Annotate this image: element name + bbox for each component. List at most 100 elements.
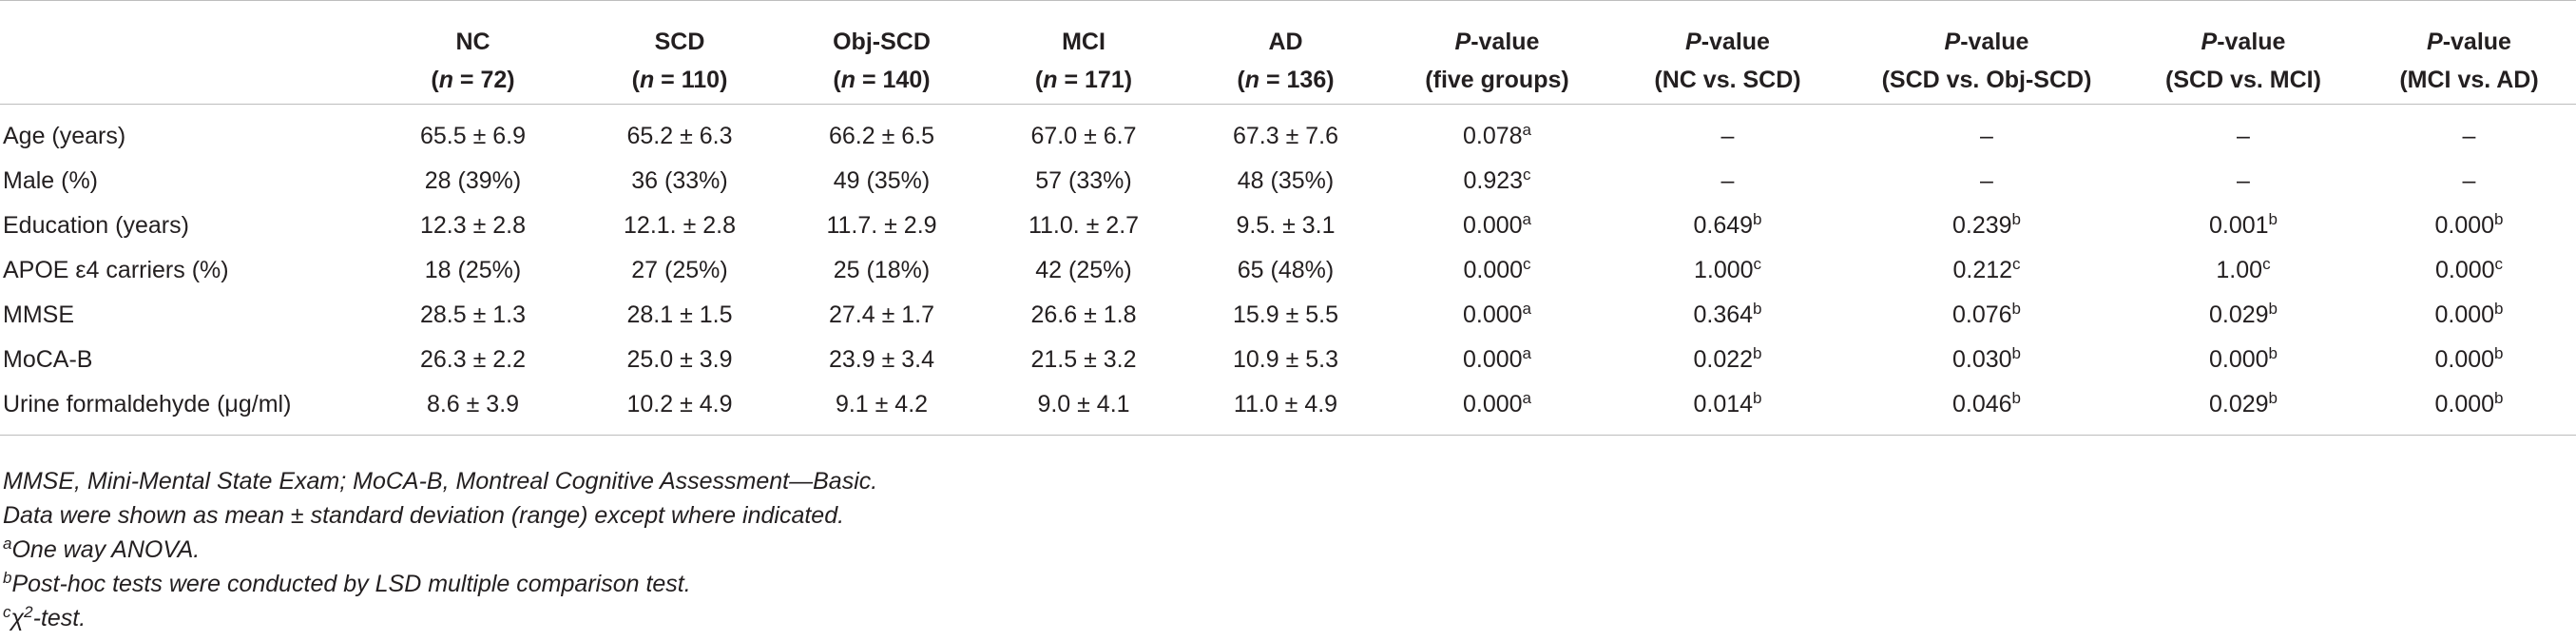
cell-ad: 67.3 ± 7.6 xyxy=(1232,123,1339,149)
cell-objscd: 9.1 ± 4.2 xyxy=(779,382,984,436)
row-label: Education (years) xyxy=(3,212,189,239)
cell-p4: – xyxy=(2462,167,2476,194)
footnote-abbreviations: MMSE, Mini-Mental State Exam; MoCA-B, Mo… xyxy=(3,468,878,495)
cell-p1: – xyxy=(1721,167,1735,194)
cell-nc: 12.3 ± 2.8 xyxy=(419,212,527,239)
row-label: Age (years) xyxy=(3,123,126,149)
cell-ad: 48 (35%) xyxy=(1237,167,1335,194)
cell-objscd: 23.9 ± 3.4 xyxy=(828,346,935,373)
cell-p2: 0.076b xyxy=(1951,300,2022,328)
cell-p1: 1.000c xyxy=(1693,255,1762,283)
header-sub-nc-scd: (NC vs. SCD) xyxy=(1606,56,1849,105)
cell-mci: 21.5 ± 3.2 xyxy=(1030,346,1137,373)
cell-p4: 0.000b xyxy=(2434,344,2504,373)
header-sub-mci-ad: (MCI vs. AD) xyxy=(2362,56,2576,105)
cell-p5: 0.923c xyxy=(1463,165,1531,194)
cell-p3: 1.00c xyxy=(2216,255,2271,283)
cell-p4: 0.000c xyxy=(2434,255,2504,283)
header-n-mci: (n = 171) xyxy=(984,56,1183,105)
header-scd: SCD xyxy=(580,0,779,56)
header-sub-scd-mci: (SCD vs. MCI) xyxy=(2124,56,2362,105)
table-row: Male (%) 28 (39%) 36 (33%) 49 (35%) 57 (33%)… xyxy=(0,159,2576,204)
cell-p4: 0.000b xyxy=(2434,210,2504,239)
header-mci: MCI xyxy=(984,0,1183,56)
cell-objscd: 11.7. ± 2.9 xyxy=(826,212,937,239)
header-n-scd: (n = 110) xyxy=(580,56,779,105)
footnote-c: cχ2-test. xyxy=(3,603,87,631)
cell-p3: 0.029b xyxy=(2208,300,2278,328)
cell-scd: 25.0 ± 3.9 xyxy=(626,346,733,373)
cell-ad: 10.9 ± 5.3 xyxy=(1232,346,1339,373)
cell-p5: 0.000a xyxy=(1388,382,1606,436)
table-row: APOE ε4 carriers (%) 18 (25%) 27 (25%) 25 (… xyxy=(0,248,2576,293)
cell-p5: 0.000c xyxy=(1463,255,1531,283)
cell-nc: 65.5 ± 6.9 xyxy=(419,123,527,149)
cell-p3: 0.000b xyxy=(2208,344,2278,373)
table-footnotes: MMSE, Mini-Mental State Exam; MoCA-B, Mo… xyxy=(3,464,877,635)
cell-objscd: 49 (35%) xyxy=(833,167,931,194)
header-row-1: NC SCD Obj-SCD MCI AD P-value P-value P-… xyxy=(0,0,2576,56)
footnote-data-shown: Data were shown as mean ± standard devia… xyxy=(3,502,845,529)
cell-scd: 65.2 ± 6.3 xyxy=(626,123,733,149)
header-sub-scd-objscd: (SCD vs. Obj-SCD) xyxy=(1849,56,2124,105)
table-row: Urine formaldehyde (μg/ml) 8.6 ± 3.9 10.2 … xyxy=(0,382,2576,436)
cell-p4: 0.000b xyxy=(2434,300,2504,328)
header-p-mci-ad: P-value xyxy=(2362,0,2576,56)
cell-objscd: 66.2 ± 6.5 xyxy=(828,123,935,149)
cell-p1: – xyxy=(1721,123,1735,149)
header-p-scd-objscd: P-value xyxy=(1849,0,2124,56)
cell-p5: 0.000a xyxy=(1462,300,1532,328)
cell-p3: 0.001b xyxy=(2208,210,2278,239)
cell-p5: 0.000a xyxy=(1462,344,1532,373)
header-ad: AD xyxy=(1183,0,1388,56)
cell-nc: 28 (39%) xyxy=(424,167,522,194)
cell-p5: 0.000a xyxy=(1462,210,1532,239)
cell-scd: 27 (25%) xyxy=(631,257,728,283)
header-n-ad: (n = 136) xyxy=(1183,56,1388,105)
cell-p2: – xyxy=(1980,167,1993,194)
row-label: MMSE xyxy=(3,301,74,328)
header-p-scd-mci: P-value xyxy=(2124,0,2362,56)
cell-ad: 9.5. ± 3.1 xyxy=(1236,212,1336,239)
header-n-nc: (n = 72) xyxy=(366,56,580,105)
cell-p2: 0.030b xyxy=(1951,344,2022,373)
cell-mci: 11.0. ± 2.7 xyxy=(1028,212,1140,239)
cell-mci: 9.0 ± 4.1 xyxy=(984,382,1183,436)
table-row: Education (years) 12.3 ± 2.8 12.1. ± 2.8 11… xyxy=(0,204,2576,248)
cell-p2: 0.212c xyxy=(1952,255,2021,283)
cell-objscd: 27.4 ± 1.7 xyxy=(828,301,935,328)
cell-nc: 28.5 ± 1.3 xyxy=(419,301,527,328)
header-sub-empty xyxy=(0,56,366,105)
footnote-a: aOne way ANOVA. xyxy=(3,534,201,563)
cell-p4: – xyxy=(2462,123,2476,149)
table-row: MMSE 28.5 ± 1.3 28.1 ± 1.5 27.4 ± 1.7 26.6 ±… xyxy=(0,293,2576,338)
cell-mci: 26.6 ± 1.8 xyxy=(1030,301,1137,328)
table-row: MoCA-B 26.3 ± 2.2 25.0 ± 3.9 23.9 ± 3.4 21.5… xyxy=(0,338,2576,382)
cell-mci: 42 (25%) xyxy=(1035,257,1132,283)
cell-p1: 0.022b xyxy=(1693,344,1762,373)
cell-p2: 0.239b xyxy=(1951,210,2022,239)
cell-p3: – xyxy=(2237,123,2250,149)
table-body: Age (years) 65.5 ± 6.9 65.2 ± 6.3 66.2 ± 6.… xyxy=(0,105,2576,436)
cell-p2: 0.046b xyxy=(1849,382,2124,436)
cell-p3: 0.029b xyxy=(2124,382,2362,436)
header-sub-five-groups: (five groups) xyxy=(1388,56,1606,105)
cell-nc: 26.3 ± 2.2 xyxy=(419,346,527,373)
cell-ad: 15.9 ± 5.5 xyxy=(1232,301,1339,328)
row-label: Male (%) xyxy=(3,167,99,194)
cell-nc: 8.6 ± 3.9 xyxy=(366,382,580,436)
header-nc: NC xyxy=(366,0,580,56)
cell-ad: 65 (48%) xyxy=(1237,257,1335,283)
cell-p5: 0.078a xyxy=(1462,121,1532,149)
demographics-table: NC SCD Obj-SCD MCI AD P-value P-value P-… xyxy=(0,0,2576,436)
cell-p1: 0.014b xyxy=(1606,382,1849,436)
cell-scd: 12.1. ± 2.8 xyxy=(624,212,736,239)
header-empty xyxy=(0,0,366,56)
cell-mci: 57 (33%) xyxy=(1035,167,1132,194)
table-row: Age (years) 65.5 ± 6.9 65.2 ± 6.3 66.2 ± 6.… xyxy=(0,105,2576,160)
cell-scd: 10.2 ± 4.9 xyxy=(580,382,779,436)
cell-p2: – xyxy=(1980,123,1993,149)
row-label: Urine formaldehyde (μg/ml) xyxy=(0,382,366,436)
cell-ad: 11.0 ± 4.9 xyxy=(1183,382,1388,436)
header-p-nc-scd: P-value xyxy=(1606,0,1849,56)
